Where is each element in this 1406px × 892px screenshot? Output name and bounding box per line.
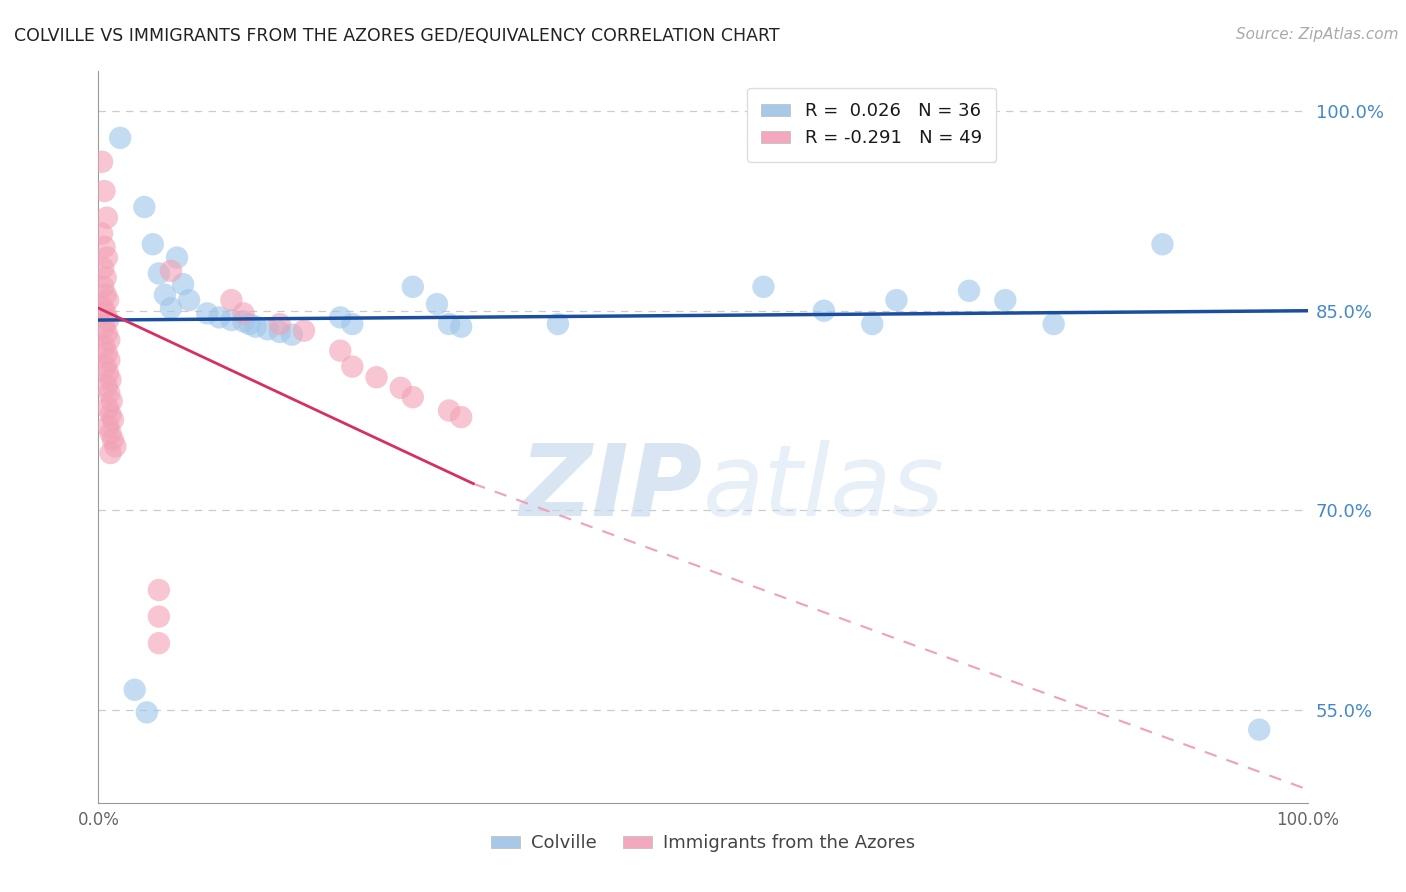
Point (239, 317, 262, 331)
Point (172, 277, 194, 292)
Point (329, 343, 352, 358)
Point (135, 706, 157, 720)
Point (860, 317, 883, 331)
Point (245, 319, 267, 334)
Point (93, 184, 115, 198)
Point (221, 313, 243, 327)
Point (281, 327, 304, 342)
Point (292, 324, 315, 338)
Point (94, 270, 117, 285)
Point (269, 325, 291, 339)
Point (91, 261, 114, 276)
Point (389, 381, 412, 395)
Point (232, 314, 254, 328)
Point (148, 636, 170, 650)
Point (160, 301, 183, 315)
Point (1042, 317, 1064, 331)
Point (93, 340, 115, 354)
Point (108, 131, 131, 145)
Point (97, 419, 120, 434)
Legend: Colville, Immigrants from the Azores: Colville, Immigrants from the Azores (484, 827, 922, 860)
Point (91, 227, 114, 241)
Point (96, 211, 118, 225)
Point (366, 370, 388, 384)
Point (97, 313, 120, 327)
Text: COLVILLE VS IMMIGRANTS FROM THE AZORES GED/EQUIVALENCY CORRELATION CHART: COLVILLE VS IMMIGRANTS FROM THE AZORES G… (14, 27, 780, 45)
Point (91, 280, 114, 294)
Point (148, 267, 170, 281)
Point (142, 237, 165, 252)
Text: ZIP: ZIP (520, 440, 703, 537)
Point (450, 410, 472, 425)
Point (124, 682, 146, 697)
Point (91, 154, 114, 169)
Point (97, 366, 120, 380)
Point (96, 379, 118, 393)
Point (93, 240, 115, 254)
Point (269, 317, 291, 331)
Point (232, 306, 254, 320)
Point (813, 303, 835, 318)
Point (179, 293, 201, 307)
Point (402, 390, 425, 404)
Point (100, 446, 122, 460)
Point (93, 319, 115, 334)
Point (957, 284, 980, 298)
Point (134, 200, 156, 214)
Point (208, 310, 231, 325)
Point (101, 413, 124, 427)
Point (101, 433, 124, 447)
Point (426, 297, 449, 311)
Point (342, 359, 364, 374)
Point (1249, 723, 1271, 737)
Point (94, 287, 117, 301)
Text: atlas: atlas (703, 440, 945, 537)
Point (195, 306, 218, 320)
Point (94, 359, 117, 374)
Point (97, 293, 120, 307)
Point (1152, 237, 1174, 252)
Point (100, 394, 122, 409)
Point (97, 401, 120, 415)
Point (886, 293, 908, 307)
Point (221, 293, 243, 307)
Point (450, 319, 472, 334)
Point (437, 317, 460, 331)
Point (100, 426, 122, 441)
Point (160, 264, 183, 278)
Point (256, 322, 278, 336)
Point (96, 251, 118, 265)
Point (100, 408, 122, 422)
Point (98, 353, 121, 368)
Point (91, 301, 114, 315)
Point (994, 293, 1017, 307)
Point (148, 609, 170, 624)
Point (96, 346, 118, 360)
Point (98, 386, 121, 401)
Text: Source: ZipAtlas.com: Source: ZipAtlas.com (1236, 27, 1399, 42)
Point (166, 251, 188, 265)
Point (329, 310, 352, 325)
Point (148, 582, 170, 597)
Point (437, 403, 460, 417)
Point (98, 333, 121, 347)
Point (402, 280, 425, 294)
Point (100, 373, 122, 387)
Point (547, 317, 569, 331)
Point (153, 287, 176, 301)
Point (96, 326, 118, 341)
Point (342, 317, 364, 331)
Point (94, 306, 117, 320)
Point (104, 439, 127, 453)
Point (752, 280, 775, 294)
